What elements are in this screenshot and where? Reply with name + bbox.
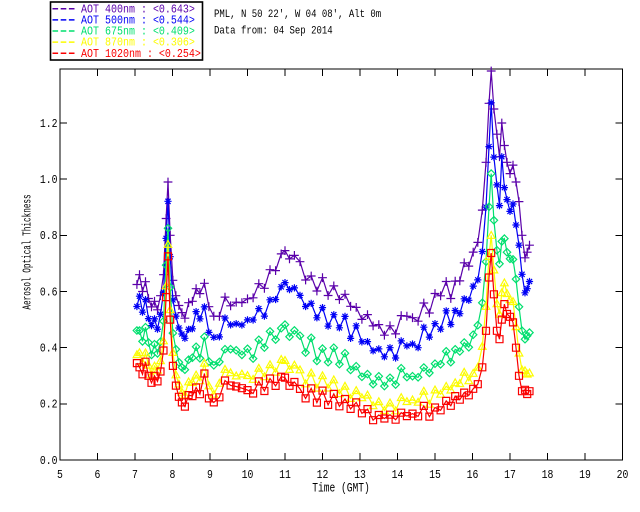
svg-text:AOT 500nm : <0.544>: AOT 500nm : <0.544> xyxy=(81,15,195,28)
svg-text:17: 17 xyxy=(504,469,516,482)
svg-text:8: 8 xyxy=(170,469,176,482)
svg-text:0.8: 0.8 xyxy=(40,230,58,243)
svg-text:0.2: 0.2 xyxy=(40,399,58,412)
svg-text:13: 13 xyxy=(354,469,366,482)
svg-text:5: 5 xyxy=(57,469,63,482)
svg-text:12: 12 xyxy=(317,469,329,482)
svg-text:14: 14 xyxy=(392,469,404,482)
svg-text:7: 7 xyxy=(132,469,138,482)
svg-text:10: 10 xyxy=(242,469,254,482)
svg-text:6: 6 xyxy=(95,469,101,482)
svg-text:19: 19 xyxy=(579,469,591,482)
svg-text:0.6: 0.6 xyxy=(40,286,58,299)
svg-text:Time (GMT): Time (GMT) xyxy=(312,483,370,496)
svg-text:15: 15 xyxy=(429,469,441,482)
svg-text:18: 18 xyxy=(542,469,554,482)
svg-text:AOT 400nm : <0.643>: AOT 400nm : <0.643> xyxy=(81,4,195,17)
svg-text:9: 9 xyxy=(207,469,213,482)
svg-text:0.4: 0.4 xyxy=(40,343,58,356)
svg-text:1.0: 1.0 xyxy=(40,174,58,187)
svg-text:AOT 675nm : <0.409>: AOT 675nm : <0.409> xyxy=(81,26,195,39)
svg-text:AOT 1020nm : <0.254>: AOT 1020nm : <0.254> xyxy=(81,48,201,61)
svg-text:1.2: 1.2 xyxy=(40,118,58,131)
svg-text:AOT 870nm : <0.306>: AOT 870nm : <0.306> xyxy=(81,37,195,50)
svg-text:20: 20 xyxy=(617,469,629,482)
svg-text:0.0: 0.0 xyxy=(40,455,58,468)
svg-text:PML, N 50 22', W 04 08', Alt 0: PML, N 50 22', W 04 08', Alt 0m xyxy=(214,8,381,21)
svg-text:16: 16 xyxy=(467,469,479,482)
svg-text:Data from: 04 Sep 2014: Data from: 04 Sep 2014 xyxy=(214,25,333,38)
svg-text:Aerosol Optical Thickness: Aerosol Optical Thickness xyxy=(21,194,34,309)
svg-text:11: 11 xyxy=(279,469,291,482)
